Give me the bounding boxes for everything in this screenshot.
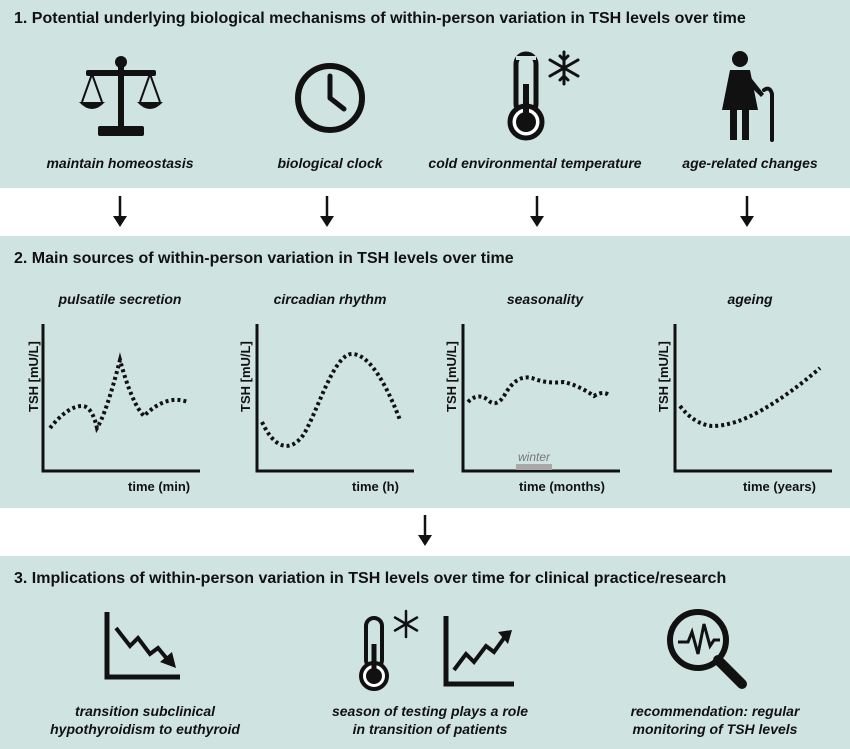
section-sources: 2. Main sources of within-person variati… <box>0 236 850 508</box>
caption-transition-line1: transition subclinical <box>74 703 216 719</box>
x-axis-label: time (min) <box>128 479 191 494</box>
chart-ageing <box>673 324 832 473</box>
clock-icon <box>295 63 365 133</box>
caption-transition-line2: hypothyroidism to euthyroid <box>50 721 240 737</box>
chart-seasonality <box>461 324 620 473</box>
section-2-title: 2. Main sources of within-person variati… <box>14 250 514 267</box>
magnifier-pulse-icon <box>667 609 747 689</box>
balance-scale-icon <box>79 56 163 136</box>
arrow-down-icon <box>740 196 754 227</box>
chart-title-circadian: circadian rhythm <box>273 291 387 307</box>
caption-recommendation: recommendation: regular monitoring of TS… <box>600 702 830 738</box>
y-axis-label: TSH [mU/L] <box>26 341 41 412</box>
y-axis-label: TSH [mU/L] <box>238 341 253 412</box>
chart-circadian <box>255 324 414 473</box>
caption-biological-clock: biological clock <box>277 155 383 171</box>
x-axis-label: time (h) <box>352 479 399 494</box>
caption-transition: transition subclinical hypothyroidism to… <box>40 702 250 738</box>
arrow-down-icon <box>530 196 544 227</box>
chart-pulsatile <box>41 324 200 473</box>
curve-pulsatile <box>48 352 189 434</box>
thermometer-snowflake-icon <box>507 50 580 141</box>
caption-season-of-testing: season of testing plays a role in transi… <box>305 702 555 738</box>
y-axis-label: TSH [mU/L] <box>444 341 459 412</box>
caption-recommendation-line1: recommendation: regular <box>630 703 800 719</box>
chart-title-seasonality: seasonality <box>506 291 584 307</box>
chart-title-ageing: ageing <box>727 291 773 307</box>
elderly-person-icon <box>722 51 774 142</box>
caption-season-line2: in transition of patients <box>352 721 508 737</box>
declining-trend-icon <box>104 612 180 680</box>
curve-circadian <box>260 351 402 448</box>
y-axis-label: TSH [mU/L] <box>656 341 671 412</box>
caption-cold-temperature: cold environmental temperature <box>428 155 642 171</box>
section-mechanisms: 1. Potential underlying biological mecha… <box>0 0 850 188</box>
winter-annotation: winter <box>518 450 551 464</box>
caption-recommendation-line2: monitoring of TSH levels <box>632 721 798 737</box>
chart-title-pulsatile: pulsatile secretion <box>58 291 182 307</box>
caption-age-related-changes: age-related changes <box>682 155 818 171</box>
section-3-title: 3. Implications of within-person variati… <box>14 570 727 587</box>
caption-season-line1: season of testing plays a role <box>331 703 529 719</box>
caption-maintain-homeostasis: maintain homeostasis <box>46 155 194 171</box>
thermometer-rising-trend-icon <box>359 609 514 691</box>
arrow-down-icon <box>320 196 334 227</box>
curve-ageing <box>678 366 822 429</box>
arrow-down-icon <box>418 515 432 546</box>
x-axis-label: time (years) <box>743 479 816 494</box>
curve-seasonality <box>466 375 612 406</box>
section-implications: 3. Implications of within-person variati… <box>0 556 850 749</box>
x-axis-label: time (months) <box>519 479 605 494</box>
section-1-title: 1. Potential underlying biological mecha… <box>14 10 746 27</box>
winter-bar <box>516 464 552 470</box>
arrow-down-icon <box>113 196 127 227</box>
